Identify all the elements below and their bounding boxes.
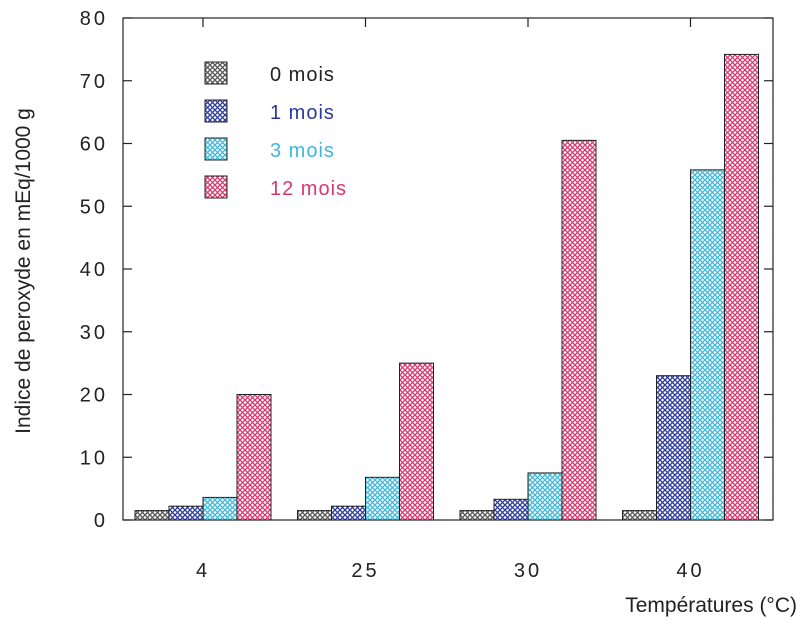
y-tick-label: 20 (80, 385, 108, 407)
bar-0-mois-4 (134, 510, 170, 521)
bar-3-mois-25 (365, 476, 400, 521)
bar-12-mois-25 (399, 362, 434, 521)
x-tick-label: 4 (196, 560, 210, 582)
legend-label: 3 mois (270, 140, 335, 162)
y-tick-label: 50 (80, 196, 108, 218)
bar-12-mois-40 (724, 53, 759, 521)
y-tick-label: 10 (80, 447, 108, 469)
y-tick-label: 30 (80, 322, 108, 344)
legend-label: 0 mois (270, 64, 335, 86)
bar-1-mois-4 (168, 505, 204, 521)
bar-0-mois-30 (459, 510, 495, 521)
legend-label: 12 mois (270, 178, 347, 200)
y-tick-label: 70 (80, 71, 108, 93)
bar-1-mois-30 (493, 498, 529, 521)
bar-3-mois-30 (527, 472, 563, 521)
legend-label: 1 mois (270, 102, 335, 124)
bar-3-mois-4 (202, 496, 238, 521)
legend-swatch (204, 175, 228, 199)
y-tick-label: 60 (80, 134, 108, 156)
bar-12-mois-4 (236, 394, 272, 521)
bar-1-mois-25 (331, 505, 366, 521)
y-tick-label: 40 (80, 259, 108, 281)
x-tick-label: 30 (514, 560, 542, 582)
y-tick-label: 0 (94, 510, 108, 532)
y-tick-label: 80 (80, 8, 108, 30)
bar-0-mois-25 (297, 510, 332, 521)
y-axis-title: Indice de peroxyde en mEq/1000 g (12, 108, 35, 434)
legend-swatch (204, 61, 228, 85)
bar-1-mois-40 (656, 375, 691, 521)
legend-swatch (204, 99, 228, 123)
x-tick-label: 25 (351, 560, 379, 582)
bar-0-mois-40 (622, 510, 657, 521)
bar-3-mois-40 (690, 169, 725, 521)
bar-12-mois-30 (561, 139, 597, 521)
x-axis-title: Températures (°C) (625, 594, 797, 617)
x-tick-label: 40 (676, 560, 704, 582)
legend-swatch (204, 137, 228, 161)
